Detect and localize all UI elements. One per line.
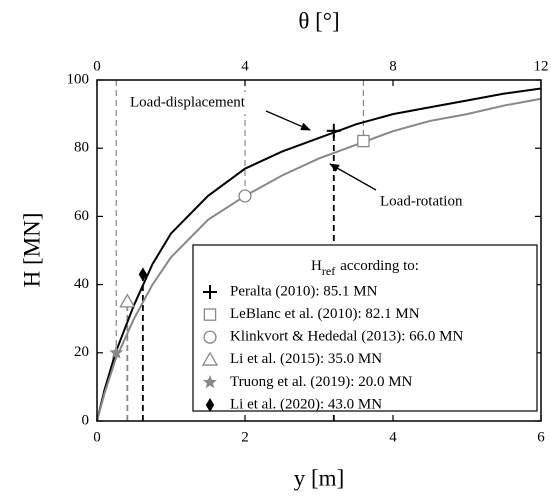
legend-label: Klinkvort & Hededal (2013): 66.0 MN [230,329,463,345]
annot-bg [125,92,267,114]
x2-tick-label: 0 [93,58,101,74]
legend-label: Peralta (2010): 85.1 MN [230,283,378,299]
legend-symbol [205,398,215,412]
star [109,345,124,359]
legend-title: Href according to: [311,258,419,277]
diamond [205,398,215,412]
legend-symbol [203,308,217,321]
x2-tick-label: 4 [241,58,249,74]
marker [326,123,341,138]
legend-label: LeBlanc et al. (2010): 82.1 MN [230,306,420,322]
curve [96,97,542,422]
legend-symbol [203,375,217,389]
plot-frame [96,79,542,422]
triangle [201,351,219,366]
circle [203,330,217,344]
y-tick-label: 80 [74,140,89,156]
y-axis-label: H [MN] [19,213,44,288]
marker [238,189,252,203]
curve [96,87,542,422]
legend-label: Li et al. (2020): 43.0 MN [230,396,382,412]
legend-label: Li et al. (2015): 35.0 MN [230,351,382,367]
legend-symbol [203,330,217,344]
marker [109,345,124,359]
circle [238,189,252,203]
legend-title-sub: ref [322,264,335,278]
legend-box [192,244,538,412]
legend-symbol [203,285,217,299]
diamond [138,267,148,282]
legend-label: Truong et al. (2019): 20.0 MN [230,374,413,390]
legend-title-main: H [311,258,322,274]
triangle [119,293,136,308]
x-tick-label: 2 [241,429,249,445]
x-tick-label: 6 [537,429,545,445]
x-axis-label: y [m] [294,465,344,490]
y-tick-label: 100 [67,71,90,87]
y-tick-label: 60 [74,208,89,224]
y-tick-label: 20 [74,344,89,360]
x2-tick-label: 8 [389,58,397,74]
square [203,308,217,321]
x-tick-label: 0 [93,429,101,445]
y-tick-label: 0 [82,412,90,428]
x2-axis-label: θ [°] [298,8,339,33]
x-tick-label: 4 [389,429,397,445]
marker [138,267,148,282]
annotation-arrow [265,110,311,131]
annotation: Load-rotation [380,193,463,209]
x2-tick-label: 12 [534,58,549,74]
marker [357,134,370,148]
y-tick-label: 40 [74,276,89,292]
marker [119,293,136,308]
annotation: Load-displacement [130,94,246,110]
annotation-arrow [329,163,377,191]
star [203,375,217,389]
square [357,134,370,148]
legend-symbol [201,351,219,366]
legend-title-rest: according to: [340,258,419,274]
